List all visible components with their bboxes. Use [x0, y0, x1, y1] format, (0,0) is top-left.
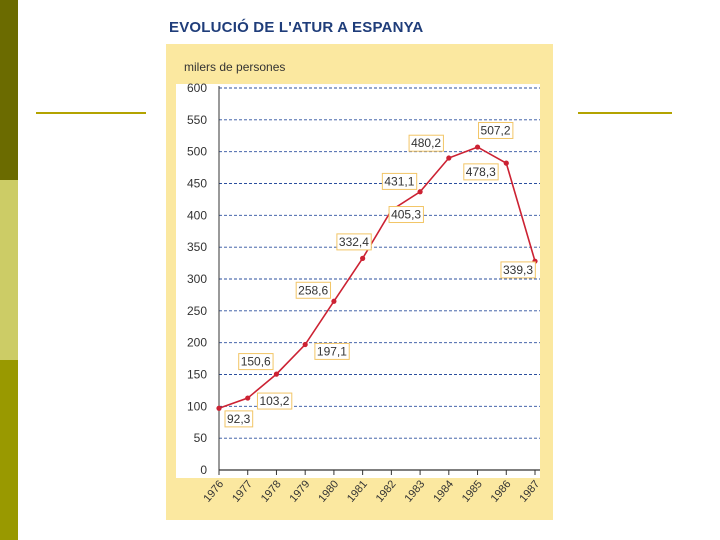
- data-label: 197,1: [317, 344, 347, 358]
- data-label: 258,6: [298, 283, 328, 297]
- x-tick-label: 1986: [489, 478, 514, 504]
- data-point: [302, 341, 308, 348]
- x-tick-label: 1983: [402, 478, 427, 504]
- decor-rule-left: [36, 112, 146, 114]
- decor-rule-right: [578, 112, 672, 114]
- data-point: [245, 395, 251, 401]
- data-label-box: [238, 353, 274, 371]
- data-label: 150,6: [241, 355, 271, 369]
- data-label-box: [388, 206, 424, 224]
- data-label: 431,1: [384, 174, 414, 188]
- data-label-box: [314, 342, 350, 360]
- x-tick-label: 1980: [316, 478, 341, 504]
- data-label-box: [463, 163, 499, 181]
- data-label: 405,3: [391, 208, 421, 222]
- data-label-box: [224, 410, 254, 428]
- data-point: [360, 255, 366, 261]
- x-tick-label: 1987: [517, 478, 542, 504]
- data-label: 478,3: [466, 165, 496, 179]
- series-line: [218, 146, 536, 409]
- y-tick-label: 350: [187, 240, 207, 254]
- data-point: [474, 144, 481, 150]
- data-label: 103,2: [259, 394, 289, 408]
- data-label-box: [336, 233, 372, 251]
- data-label-box: [478, 121, 514, 139]
- data-point: [331, 298, 337, 304]
- data-point: [446, 155, 452, 161]
- y-tick-label: 550: [187, 113, 207, 127]
- y-tick-label: 200: [187, 336, 207, 350]
- y-tick-label: 250: [187, 304, 207, 318]
- data-label-box: [381, 172, 418, 190]
- chart-title: EVOLUCIÓ DE L'ATUR A ESPANYA: [169, 19, 424, 36]
- decor-band-bottom: [0, 360, 18, 540]
- y-axis-label: milers de persones: [184, 60, 285, 74]
- data-label-box: [295, 281, 332, 299]
- x-tick-label: 1982: [374, 478, 399, 504]
- data-label: 339,3: [503, 263, 533, 277]
- y-tick-label: 450: [187, 177, 207, 191]
- x-tick-label: 1981: [345, 478, 370, 504]
- data-label: 332,4: [339, 235, 369, 249]
- x-tick-label: 1984: [431, 478, 456, 504]
- x-tick-label: 1976: [201, 478, 226, 504]
- data-point: [503, 160, 509, 166]
- data-label: 92,3: [227, 412, 251, 426]
- x-tick-label: 1985: [460, 478, 485, 504]
- data-label: 480,2: [411, 136, 441, 150]
- data-point: [216, 405, 222, 411]
- data-label-box: [256, 392, 293, 410]
- y-tick-label: 500: [187, 145, 207, 159]
- x-tick-label: 1978: [259, 478, 284, 504]
- y-tick-label: 600: [187, 81, 207, 95]
- data-label-box: [408, 134, 444, 152]
- decor-band-middle: [0, 180, 18, 360]
- decor-band-top: [0, 0, 18, 180]
- data-point: [273, 371, 280, 377]
- x-tick-label: 1979: [288, 478, 313, 504]
- data-label-box: [500, 261, 536, 279]
- y-tick-label: 50: [194, 431, 208, 445]
- data-point: [417, 189, 423, 195]
- y-tick-label: 100: [187, 399, 207, 413]
- y-tick-label: 300: [187, 272, 207, 286]
- y-tick-label: 150: [187, 368, 207, 382]
- x-tick-label: 1977: [230, 478, 255, 504]
- data-label: 507,2: [481, 123, 511, 137]
- y-tick-label: 0: [200, 463, 207, 477]
- y-tick-label: 400: [187, 208, 207, 222]
